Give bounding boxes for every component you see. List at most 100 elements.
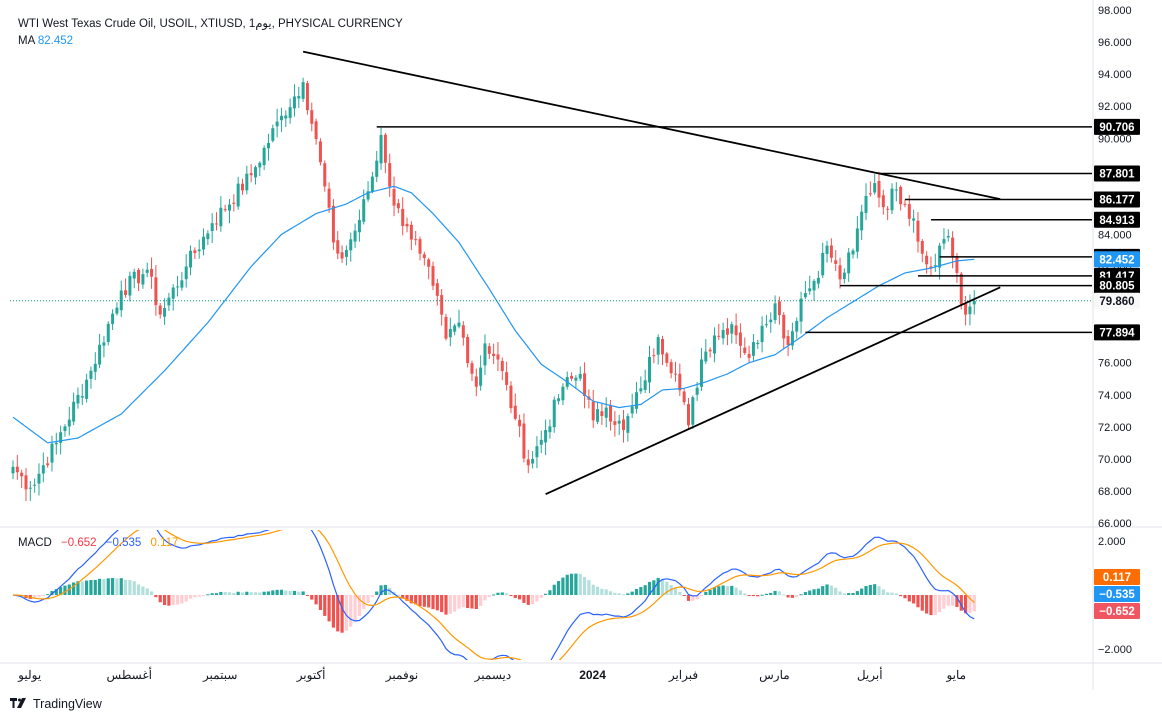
macd-histogram-bar (461, 595, 465, 608)
candle-body (509, 385, 513, 409)
candle-body (228, 204, 231, 211)
candle-body (769, 319, 773, 323)
candle-body (232, 202, 236, 204)
macd-histogram-bar (128, 580, 132, 595)
macd-histogram-bar (673, 587, 678, 595)
macd-histogram-bar (704, 591, 708, 595)
macd-histogram-bar (89, 580, 93, 595)
candle-body (959, 273, 963, 305)
candle-body (487, 346, 491, 354)
macd-histogram-bar (483, 595, 487, 601)
macd-histogram-bar (955, 595, 959, 607)
candle-body (886, 208, 890, 210)
macd-histogram-bar (764, 593, 769, 595)
candle-body (899, 186, 903, 205)
macd-histogram-bar (829, 585, 833, 595)
candle-body (158, 305, 162, 315)
candle-body (375, 160, 379, 177)
macd-histogram-bar (379, 585, 383, 595)
macd-histogram-value: −0.652 (61, 537, 97, 549)
macd-badge-label: 0.117 (1103, 572, 1131, 584)
price-badge-label: 77.894 (1099, 327, 1135, 339)
candle-body (288, 107, 292, 118)
candle-body (946, 236, 950, 238)
macd-signal-value: 0.117 (150, 537, 179, 549)
price-badge (1094, 324, 1140, 341)
macd-signal-line[interactable] (12, 525, 975, 668)
price-badge-label: 84.913 (1099, 215, 1134, 227)
macd-histogram-bar (587, 580, 591, 595)
macd-histogram-bar (730, 585, 734, 595)
candle-body (522, 423, 526, 459)
macd-histogram-bar (864, 585, 868, 595)
price-badge-label: 86.177 (1099, 195, 1134, 207)
candle-body (821, 252, 825, 276)
candle-body (141, 274, 145, 285)
candle-body (366, 191, 370, 200)
macd-badge-label: −0.652 (1099, 606, 1135, 618)
macd-histogram-bar (405, 595, 409, 601)
macd-histogram-bar (327, 595, 331, 622)
candle-body (80, 396, 84, 398)
candle-body (297, 96, 301, 99)
macd-histogram-bar (621, 594, 626, 596)
candle-body (539, 439, 543, 445)
tradingview-branding[interactable]: TradingView (10, 697, 102, 711)
candle-body (907, 204, 911, 219)
candle-body (518, 419, 522, 427)
trendline[interactable] (545, 286, 1001, 495)
macd-histogram-bar (578, 573, 582, 595)
candle-body (479, 367, 483, 386)
macd-histogram-bar (543, 593, 548, 595)
candle-body (678, 373, 682, 391)
macd-histogram-bar (167, 595, 171, 606)
candle-body (388, 163, 392, 187)
candle-body (457, 322, 461, 327)
macd-axis-tick: 2.000 (1098, 536, 1126, 548)
macd-histogram-bar (652, 580, 656, 595)
candle-body (890, 188, 894, 211)
macd-histogram-bar (773, 590, 777, 595)
macd-histogram-bar (725, 586, 730, 595)
macd-histogram-bar (964, 595, 968, 614)
candle-body (405, 223, 409, 227)
candle-body (219, 207, 223, 227)
candle-body (604, 407, 608, 418)
macd-histogram-bar (72, 582, 76, 595)
macd-histogram-bar (868, 584, 872, 595)
ma-value: 82.452 (37, 35, 74, 47)
trendline[interactable] (302, 50, 1001, 201)
ma-legend: MA 82.452 (18, 34, 73, 49)
candle-body (717, 335, 721, 337)
candle-body (414, 239, 418, 241)
candle-body (466, 337, 470, 364)
macd-histogram-bar (574, 573, 578, 595)
price-axis-tick: 72.000 (1098, 422, 1132, 434)
macd-histogram-bar (375, 591, 379, 595)
moving-average-line[interactable] (12, 185, 975, 444)
macd-legend: MACD −0.652 −0.535 0.117 (18, 536, 178, 551)
candle-body (764, 324, 768, 326)
candle-body (392, 189, 396, 206)
macd-histogram-bar (171, 595, 175, 606)
candle-body (37, 473, 41, 484)
macd-histogram-bar (617, 593, 621, 595)
macd-histogram-bar (418, 595, 422, 606)
macd-histogram-bar (158, 595, 162, 603)
macd-histogram-bar (219, 591, 223, 595)
candle-body (721, 330, 725, 339)
candle-body (838, 265, 842, 280)
price-axis-tick: 92.000 (1098, 101, 1132, 113)
candle-body (773, 303, 777, 321)
candle-body (756, 342, 760, 344)
macd-histogram-bar (396, 594, 400, 596)
macd-histogram-bar (972, 595, 976, 612)
macd-histogram-bar (513, 595, 517, 598)
candle-body (695, 387, 699, 395)
candle-body (236, 183, 240, 207)
macd-histogram-bar (660, 579, 665, 595)
macd-histogram-bar (665, 581, 669, 595)
candle-body (54, 442, 58, 445)
